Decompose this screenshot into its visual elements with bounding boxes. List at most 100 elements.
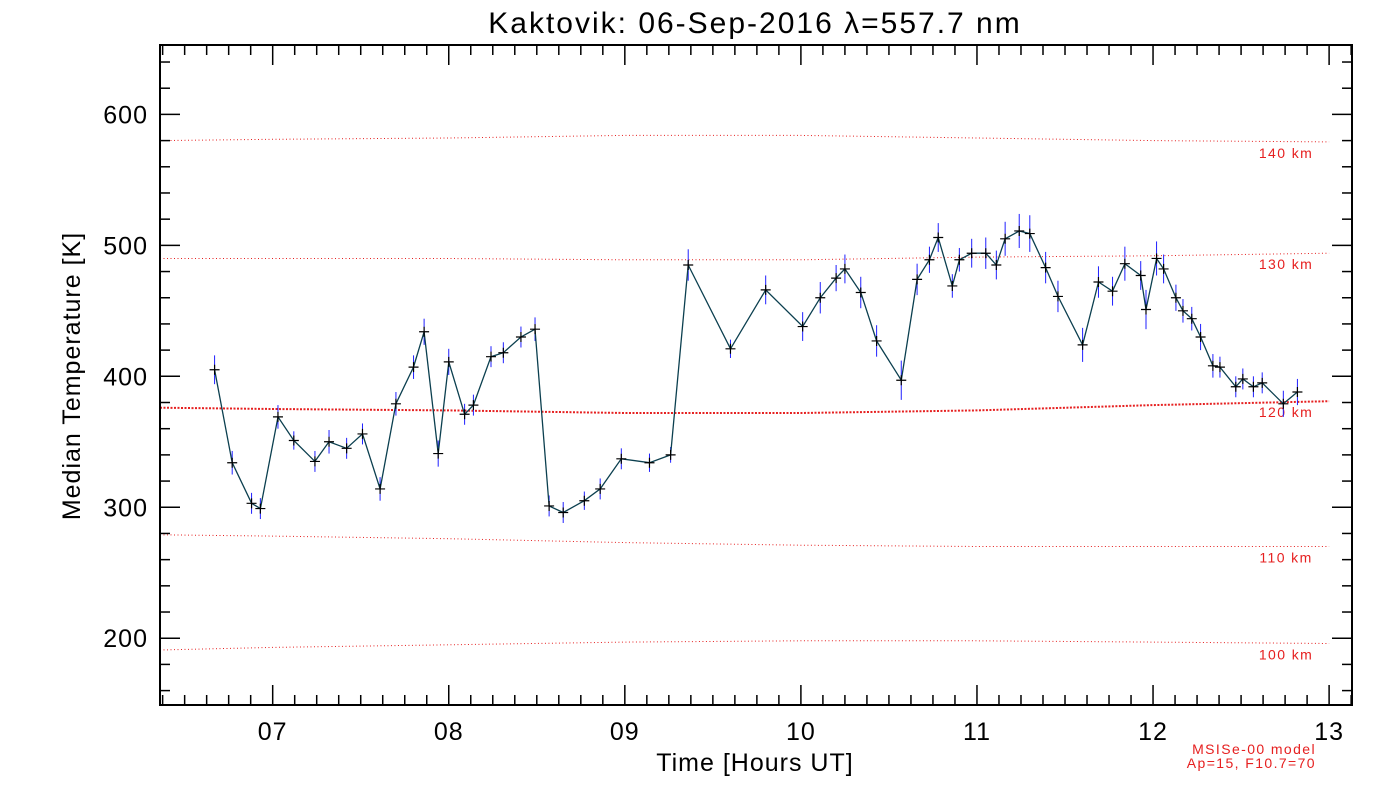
data-point	[1230, 381, 1241, 392]
data-point	[839, 263, 850, 274]
data-point	[1151, 253, 1162, 264]
data-point	[725, 343, 736, 354]
data-point	[924, 254, 935, 265]
x-axis-label: Time [Hours UT]	[656, 749, 853, 777]
x-tick-label: 10	[786, 718, 816, 746]
model-altitude-label: 130 km	[1259, 256, 1313, 272]
data-point	[1248, 381, 1259, 392]
x-tick-label: 11	[963, 718, 991, 746]
data-point	[871, 335, 882, 346]
data-point	[896, 375, 907, 386]
data-point	[1119, 258, 1130, 269]
y-tick-label: 600	[103, 101, 148, 129]
data-point	[419, 326, 430, 337]
data-point	[309, 456, 320, 467]
data-point	[644, 457, 655, 468]
data-point	[1186, 313, 1197, 324]
data-point	[1195, 332, 1206, 343]
model-altitude-label: 110 km	[1259, 550, 1312, 566]
data-point	[1077, 339, 1088, 350]
data-point	[954, 254, 965, 265]
plot-frame	[159, 44, 1353, 706]
data-point	[459, 409, 470, 420]
data-point	[1000, 233, 1011, 244]
data-point	[515, 332, 526, 343]
y-tick-label: 200	[103, 625, 148, 653]
data-point	[1237, 373, 1248, 384]
data-point	[209, 364, 220, 375]
x-tick-label: 09	[610, 718, 640, 746]
data-series	[209, 213, 1303, 523]
data-point	[815, 292, 826, 303]
x-tick-label: 07	[258, 718, 288, 746]
data-point	[288, 435, 299, 446]
data-point	[1107, 286, 1118, 297]
data-point	[912, 274, 923, 285]
data-point	[933, 232, 944, 243]
data-point	[324, 436, 335, 447]
data-point	[255, 503, 266, 514]
y-tick-label: 500	[103, 232, 148, 260]
chart-title: Kaktovik: 06-Sep-2016 λ=557.7 nm	[488, 7, 1021, 40]
data-point	[1177, 305, 1188, 316]
model-altitude-label: 100 km	[1259, 647, 1313, 663]
y-tick-label: 300	[103, 494, 148, 522]
data-point	[227, 457, 238, 468]
data-point	[433, 448, 444, 459]
data-point	[375, 483, 386, 494]
data-point	[272, 411, 283, 422]
data-point	[665, 449, 676, 460]
data-point	[544, 500, 555, 511]
data-point	[530, 324, 541, 335]
y-axis-label: Median Temperature [K]	[58, 232, 86, 520]
data-point	[1278, 398, 1289, 409]
model-altitude-label: 140 km	[1259, 145, 1313, 161]
data-point	[1257, 377, 1268, 388]
model-line-110km	[159, 534, 1330, 547]
data-point	[1141, 304, 1151, 315]
data-point	[855, 287, 866, 298]
data-point	[1024, 228, 1035, 239]
data-point	[947, 280, 958, 291]
data-point	[1014, 225, 1025, 236]
data-point	[595, 483, 606, 494]
data-point	[246, 498, 257, 509]
data-point	[408, 362, 419, 373]
temperature-line	[213, 230, 1298, 514]
data-point	[468, 400, 479, 411]
data-point	[1207, 360, 1218, 371]
data-point	[616, 453, 627, 464]
model-lines: 140 km 130 km 120 km 110 km 100 km	[159, 134, 1330, 663]
model-name-note: MSISe-00 model	[1192, 741, 1316, 757]
data-point	[1170, 292, 1181, 303]
data-point	[486, 351, 497, 362]
data-point	[558, 507, 569, 518]
data-point	[1093, 277, 1104, 288]
axes: 200 300 400 500 600 07 08 09 10 11 12 13	[103, 44, 1353, 746]
data-point	[1292, 387, 1303, 398]
data-point	[831, 273, 842, 284]
data-point	[797, 321, 808, 332]
data-point	[341, 443, 352, 454]
model-line-140km	[159, 134, 1330, 143]
model-altitude-label: 120 km	[1259, 404, 1313, 420]
data-point	[966, 248, 977, 259]
data-point	[760, 284, 771, 295]
data-point	[991, 260, 1002, 270]
data-point	[579, 495, 590, 506]
model-params-note: Ap=15, F10.7=70	[1187, 755, 1316, 771]
data-point	[980, 248, 991, 259]
y-tick-label: 400	[103, 363, 148, 391]
x-tick-label: 13	[1314, 718, 1344, 746]
x-tick-label: 08	[434, 718, 464, 746]
data-point	[1052, 291, 1063, 302]
data-point	[443, 356, 454, 367]
data-point	[390, 398, 401, 409]
data-point	[1135, 270, 1146, 281]
data-point	[1158, 263, 1169, 274]
model-line-100km	[159, 640, 1330, 651]
data-point	[683, 260, 694, 270]
data-point	[1040, 262, 1051, 273]
data-point	[498, 347, 509, 358]
